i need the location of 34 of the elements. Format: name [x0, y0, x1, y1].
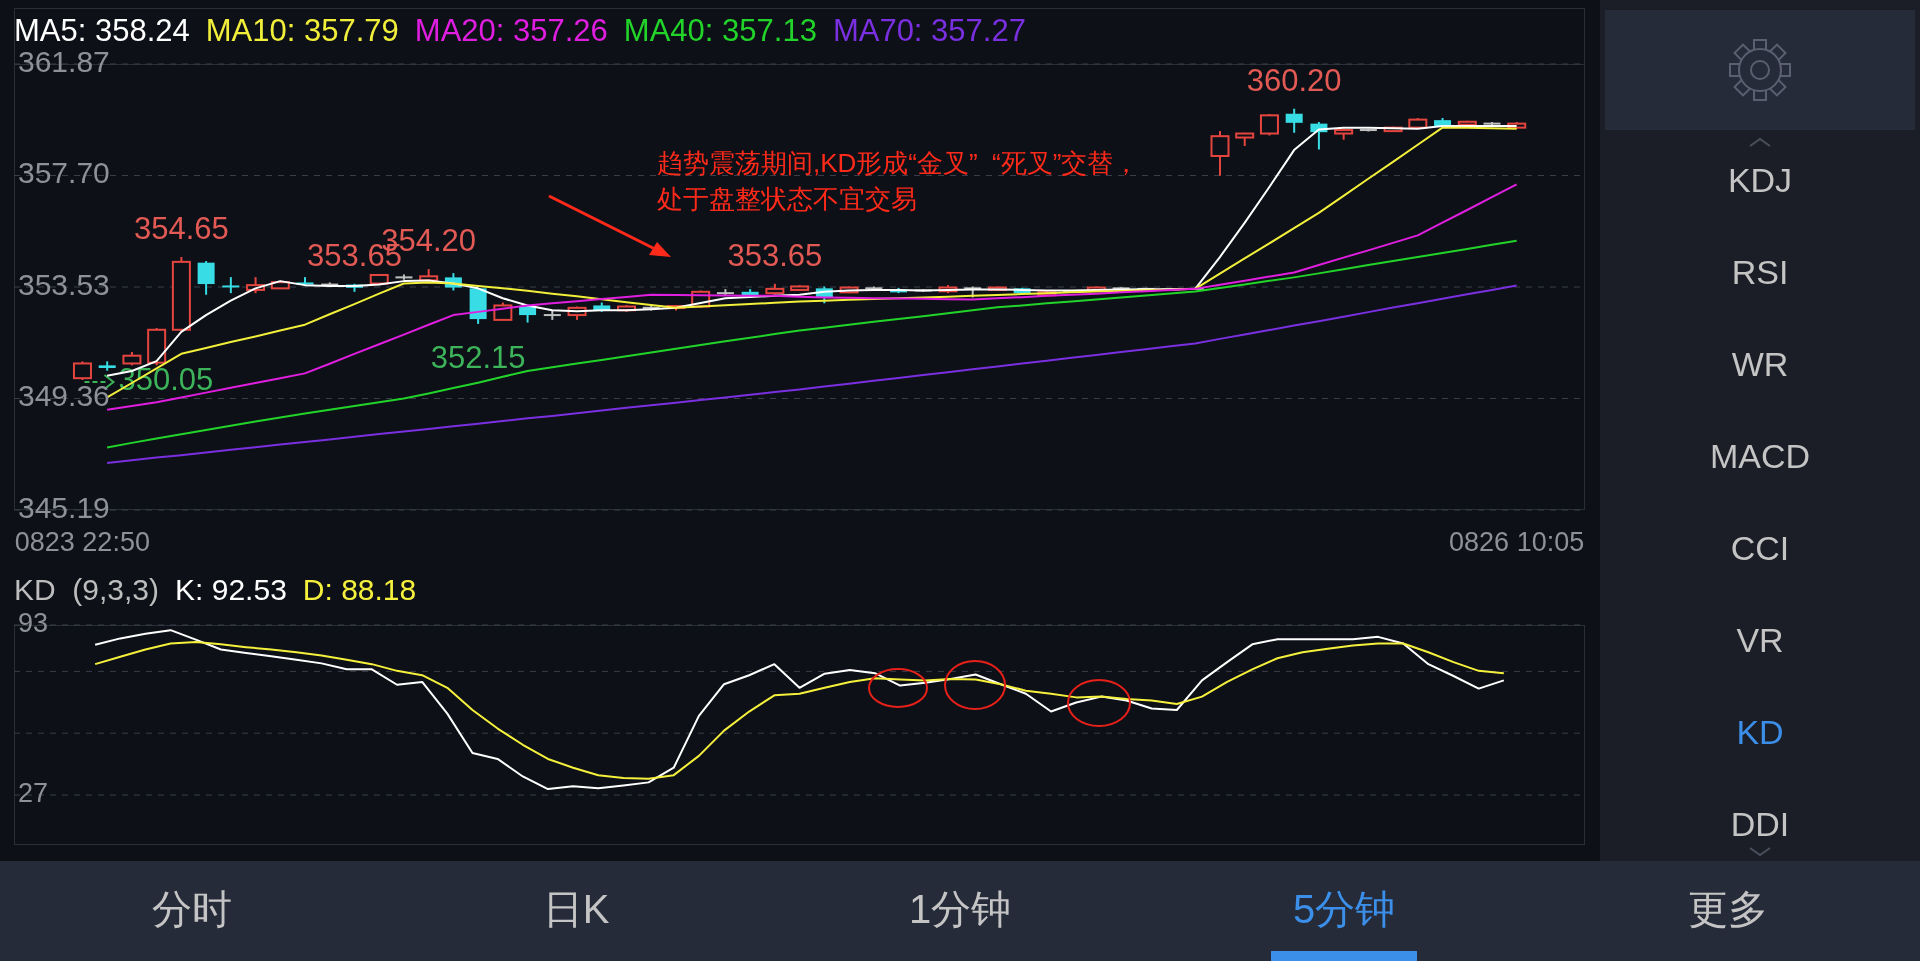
- x-tick-label: 0826 10:05: [1449, 527, 1585, 558]
- text: 更多: [1687, 887, 1769, 931]
- text: 353.65: [727, 237, 823, 273]
- y-tick-label: 349.36: [18, 379, 110, 413]
- annotation: 趋势震荡期间,KD形成“金叉” “死叉”交替，: [657, 147, 1140, 180]
- text: 5分钟: [1291, 887, 1397, 931]
- text: DDI: [1729, 804, 1791, 844]
- text: RSI: [1730, 252, 1790, 292]
- text: KD: [1735, 712, 1785, 752]
- chart-title: KD (9,3,3): [14, 573, 160, 607]
- text: MACD: [1708, 436, 1812, 476]
- text: VR: [1735, 620, 1785, 660]
- y-tick-label: 353.53: [18, 267, 110, 301]
- annotation: 354.65: [133, 211, 229, 247]
- annotation: 处于盘整状态不宜交易: [657, 183, 917, 216]
- text: 分时: [151, 887, 233, 931]
- y-tick-label: 357.70: [18, 156, 110, 190]
- series-label: D: 88.18: [302, 573, 417, 607]
- y-tick-label: 27: [18, 778, 49, 809]
- annotation: 360.20: [1246, 62, 1342, 98]
- text: KDJ: [1726, 160, 1794, 200]
- y-tick-label: 93: [18, 608, 49, 639]
- text: MA70: 357.27: [832, 13, 1026, 49]
- annotation: 352.15: [430, 340, 526, 376]
- text: CCI: [1729, 528, 1791, 568]
- text: 日K: [541, 887, 611, 931]
- y-tick-label: 345.19: [18, 490, 110, 524]
- x-tick-label: 0823 22:50: [14, 527, 150, 558]
- text: MA20: 357.26: [414, 13, 608, 49]
- text: WR: [1730, 344, 1790, 384]
- series-label: K: 92.53: [175, 573, 287, 607]
- text: MA10: 357.79: [205, 13, 399, 49]
- text: 1分钟: [907, 887, 1013, 931]
- text: MA40: 357.13: [623, 13, 817, 49]
